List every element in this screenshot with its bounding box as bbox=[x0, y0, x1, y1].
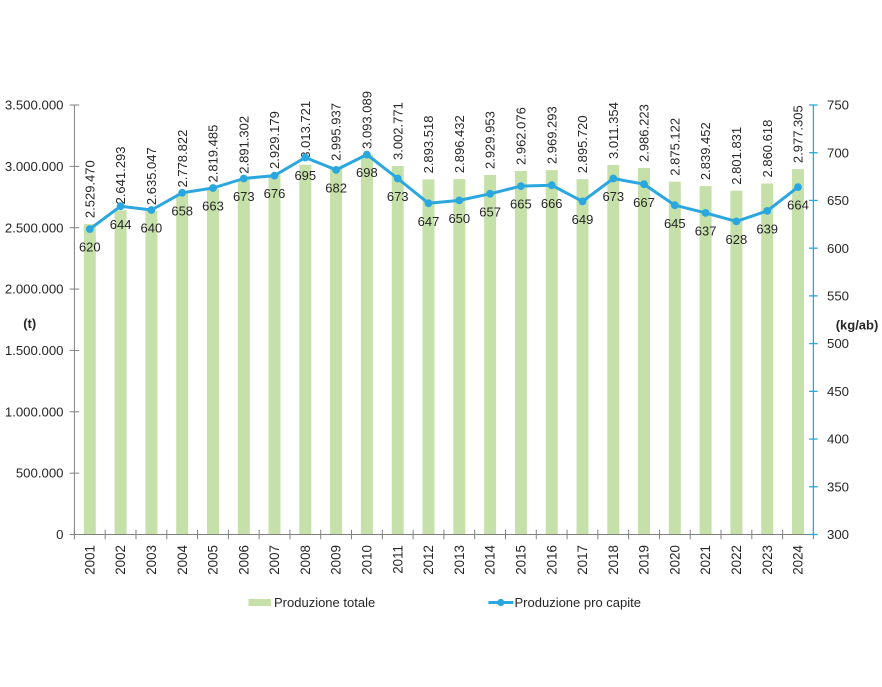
svg-text:2018: 2018 bbox=[606, 545, 621, 575]
svg-text:750: 750 bbox=[827, 98, 849, 113]
svg-text:673: 673 bbox=[233, 189, 255, 204]
svg-text:3.500.000: 3.500.000 bbox=[5, 98, 64, 113]
svg-text:665: 665 bbox=[510, 197, 532, 212]
svg-text:2.635.047: 2.635.047 bbox=[144, 147, 159, 205]
svg-text:2.500.000: 2.500.000 bbox=[5, 220, 64, 235]
svg-text:2.986.223: 2.986.223 bbox=[637, 104, 652, 162]
svg-text:2010: 2010 bbox=[360, 545, 375, 575]
svg-text:698: 698 bbox=[356, 165, 378, 180]
svg-text:2016: 2016 bbox=[544, 545, 559, 575]
svg-text:500.000: 500.000 bbox=[16, 466, 64, 481]
svg-text:2015: 2015 bbox=[514, 545, 529, 575]
svg-text:667: 667 bbox=[633, 195, 655, 210]
svg-text:2.860.618: 2.860.618 bbox=[760, 120, 775, 178]
svg-text:2.977.305: 2.977.305 bbox=[791, 105, 806, 163]
svg-text:1.500.000: 1.500.000 bbox=[5, 343, 64, 358]
svg-text:2023: 2023 bbox=[760, 545, 775, 575]
svg-text:664: 664 bbox=[787, 198, 809, 213]
svg-text:2006: 2006 bbox=[236, 545, 251, 575]
svg-text:2003: 2003 bbox=[144, 545, 159, 575]
svg-text:2001: 2001 bbox=[82, 545, 97, 575]
svg-text:300: 300 bbox=[827, 527, 849, 542]
svg-text:2002: 2002 bbox=[113, 545, 128, 575]
svg-text:2012: 2012 bbox=[421, 545, 436, 575]
svg-text:2.929.179: 2.929.179 bbox=[267, 111, 282, 169]
svg-text:650: 650 bbox=[827, 193, 849, 208]
svg-text:695: 695 bbox=[294, 168, 316, 183]
svg-text:2017: 2017 bbox=[575, 545, 590, 575]
svg-text:550: 550 bbox=[827, 289, 849, 304]
svg-text:2.893.518: 2.893.518 bbox=[421, 116, 436, 174]
svg-text:350: 350 bbox=[827, 479, 849, 494]
svg-text:647: 647 bbox=[418, 214, 440, 229]
svg-text:644: 644 bbox=[110, 217, 132, 232]
svg-text:2013: 2013 bbox=[452, 545, 467, 575]
svg-text:2.529.470: 2.529.470 bbox=[82, 160, 97, 218]
svg-text:2024: 2024 bbox=[791, 544, 806, 574]
svg-text:2.000.000: 2.000.000 bbox=[5, 282, 64, 297]
svg-text:682: 682 bbox=[325, 181, 347, 196]
svg-text:650: 650 bbox=[448, 211, 470, 226]
svg-text:658: 658 bbox=[171, 203, 193, 218]
svg-text:2005: 2005 bbox=[206, 545, 221, 575]
svg-text:2.995.937: 2.995.937 bbox=[329, 103, 344, 161]
svg-text:2.819.485: 2.819.485 bbox=[206, 125, 221, 183]
svg-text:628: 628 bbox=[726, 232, 748, 247]
svg-text:2007: 2007 bbox=[267, 545, 282, 575]
svg-text:2021: 2021 bbox=[698, 545, 713, 575]
svg-text:0: 0 bbox=[56, 527, 63, 542]
svg-text:400: 400 bbox=[827, 432, 849, 447]
svg-text:2.778.822: 2.778.822 bbox=[175, 130, 190, 188]
svg-text:639: 639 bbox=[756, 222, 778, 237]
svg-text:(t): (t) bbox=[23, 316, 36, 331]
svg-text:2.801.831: 2.801.831 bbox=[729, 127, 744, 185]
svg-text:3.002.771: 3.002.771 bbox=[390, 102, 405, 160]
svg-text:637: 637 bbox=[695, 224, 717, 239]
svg-text:645: 645 bbox=[664, 216, 686, 231]
svg-text:657: 657 bbox=[479, 204, 501, 219]
svg-text:2004: 2004 bbox=[175, 544, 190, 574]
svg-text:Produzione totale: Produzione totale bbox=[274, 595, 375, 610]
svg-text:2022: 2022 bbox=[729, 545, 744, 575]
svg-text:450: 450 bbox=[827, 384, 849, 399]
svg-text:1.000.000: 1.000.000 bbox=[5, 404, 64, 419]
svg-text:3.011.354: 3.011.354 bbox=[606, 102, 621, 159]
svg-text:2.962.076: 2.962.076 bbox=[514, 107, 529, 165]
svg-text:2.929.953: 2.929.953 bbox=[483, 111, 498, 169]
svg-text:(kg/ab): (kg/ab) bbox=[836, 317, 879, 332]
svg-text:2.896.432: 2.896.432 bbox=[452, 115, 467, 173]
svg-text:2014: 2014 bbox=[483, 544, 498, 574]
svg-text:676: 676 bbox=[264, 186, 286, 201]
svg-text:500: 500 bbox=[827, 336, 849, 351]
svg-text:2.839.452: 2.839.452 bbox=[698, 122, 713, 180]
svg-text:2009: 2009 bbox=[329, 545, 344, 575]
svg-text:700: 700 bbox=[827, 145, 849, 160]
svg-text:3.000.000: 3.000.000 bbox=[5, 159, 64, 174]
svg-text:2019: 2019 bbox=[637, 545, 652, 575]
svg-text:2.969.293: 2.969.293 bbox=[544, 106, 559, 164]
svg-text:2.891.302: 2.891.302 bbox=[236, 116, 251, 174]
svg-text:3.013.721: 3.013.721 bbox=[298, 101, 313, 159]
svg-text:2.895.720: 2.895.720 bbox=[575, 115, 590, 173]
svg-text:2020: 2020 bbox=[667, 545, 682, 575]
svg-text:3.093.089: 3.093.089 bbox=[360, 91, 375, 149]
svg-text:2008: 2008 bbox=[298, 545, 313, 575]
svg-text:620: 620 bbox=[79, 240, 101, 255]
svg-text:663: 663 bbox=[202, 199, 224, 214]
svg-text:649: 649 bbox=[572, 212, 594, 227]
svg-text:673: 673 bbox=[387, 189, 409, 204]
svg-text:2011: 2011 bbox=[390, 545, 405, 574]
svg-text:666: 666 bbox=[541, 196, 563, 211]
svg-text:2.875.122: 2.875.122 bbox=[667, 118, 682, 176]
svg-text:640: 640 bbox=[141, 221, 163, 236]
svg-text:Produzione pro capite: Produzione pro capite bbox=[515, 595, 641, 610]
svg-text:673: 673 bbox=[602, 189, 624, 204]
svg-text:2.641.293: 2.641.293 bbox=[113, 147, 128, 205]
svg-text:600: 600 bbox=[827, 241, 849, 256]
